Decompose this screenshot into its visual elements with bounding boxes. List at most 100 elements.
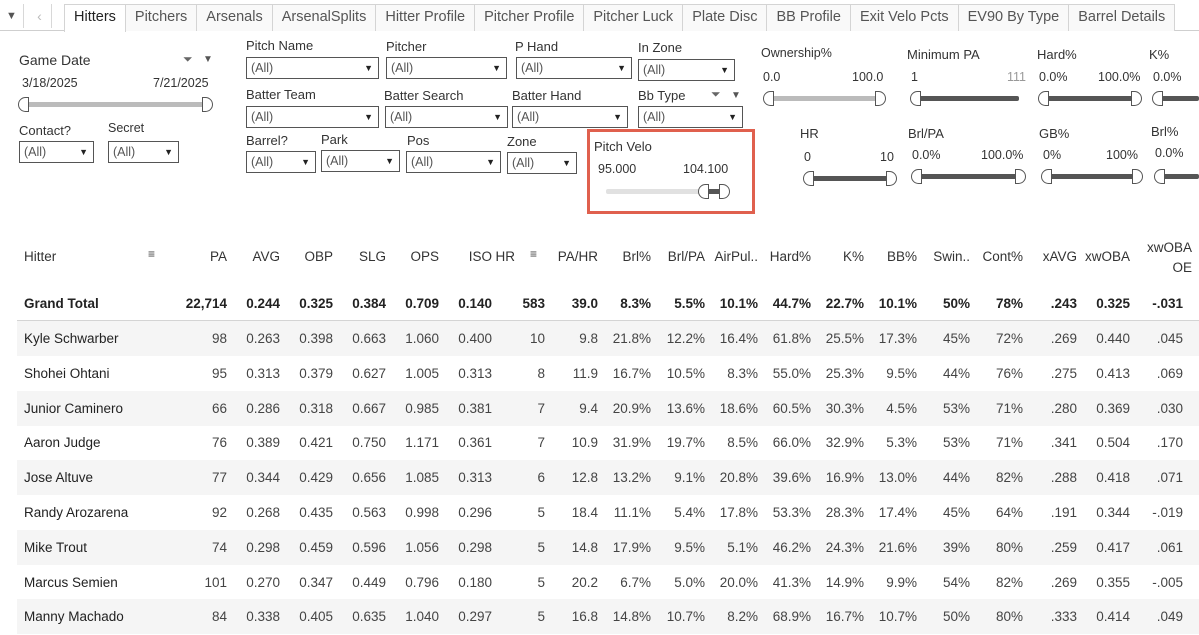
minimum-pa-slider-track[interactable] (916, 96, 1019, 101)
ownership-slider-min-handle[interactable] (763, 91, 774, 106)
table-cell: 0.361 (458, 435, 492, 451)
tab-ev90-by-type[interactable]: EV90 By Type (958, 4, 1070, 31)
secret-dropdown[interactable]: (All) ▼ (108, 141, 179, 163)
tab-bb-profile[interactable]: BB Profile (767, 4, 851, 31)
table-row[interactable]: Aaron Judge 76 0.389 0.421 0.750 1.171 0.361 7 1… (17, 425, 1199, 460)
column-header-cont-[interactable]: Cont% (982, 249, 1023, 264)
pitch-velo-slider-track[interactable] (606, 189, 706, 194)
hard-slider-max-handle[interactable] (1131, 91, 1142, 106)
table-row[interactable]: Mike Trout 74 0.298 0.459 0.596 1.056 0.298 5 14… (17, 529, 1199, 565)
filter-icon[interactable]: ⏷ (711, 87, 721, 101)
sort-icon[interactable]: ≡ (530, 247, 538, 261)
minimum-pa-slider-handle[interactable] (910, 91, 921, 106)
p-hand-dropdown[interactable]: (All) ▼ (516, 57, 632, 79)
contact-dropdown[interactable]: (All) ▼ (19, 141, 94, 163)
column-header-k-[interactable]: K% (842, 249, 864, 264)
column-header-xavg[interactable]: xAVG (1042, 249, 1077, 264)
ownership-slider-max-handle[interactable] (875, 91, 886, 106)
tab-barrel-details[interactable]: Barrel Details (1069, 4, 1176, 31)
park-dropdown[interactable]: (All) ▼ (321, 150, 400, 172)
column-header-hitter[interactable]: Hitter (24, 249, 57, 264)
hr-slider-max-handle[interactable] (886, 171, 897, 186)
table-row[interactable]: Junior Caminero 66 0.286 0.318 0.667 0.985 0.3… (17, 390, 1199, 426)
chevron-down-icon[interactable]: ▼ (731, 90, 741, 101)
table-row[interactable]: Kyle Schwarber 98 0.263 0.398 0.663 1.060 0.40… (17, 321, 1199, 356)
table-cell: 10 (529, 331, 545, 346)
zone-dropdown[interactable]: (All) ▼ (507, 152, 577, 174)
brl-pa-slider-min-handle[interactable] (911, 169, 922, 184)
pitch-name-dropdown[interactable]: (All) ▼ (246, 57, 379, 79)
tab-hitters[interactable]: Hitters (64, 4, 126, 32)
tab-prev-icon[interactable]: ‹ (28, 4, 52, 28)
game-date-slider-min-handle[interactable] (18, 97, 29, 112)
column-header-hr[interactable]: HR (495, 249, 516, 264)
hard-slider-track[interactable] (1044, 96, 1138, 101)
pos-dropdown[interactable]: (All) ▼ (406, 151, 501, 173)
hr-slider-track[interactable] (809, 176, 895, 181)
column-header-hard-[interactable]: Hard% (769, 249, 811, 264)
filter-icon[interactable]: ⏷ (183, 52, 193, 66)
tab-arsenalsplits[interactable]: ArsenalSplits (272, 4, 377, 31)
column-header-brl-[interactable]: Brl% (622, 249, 651, 264)
game-date-slider-max-handle[interactable] (202, 97, 213, 112)
column-header-bb-[interactable]: BB% (886, 249, 917, 264)
brl-pa-slider-max-handle[interactable] (1015, 169, 1026, 184)
tab-pitchers[interactable]: Pitchers (125, 4, 198, 31)
pitch-velo-slider-min-handle[interactable] (698, 184, 709, 199)
column-header-slg[interactable]: SLG (358, 249, 386, 264)
hr-slider-min-handle[interactable] (803, 171, 814, 186)
column-header-xwoba[interactable]: xwOBA (1084, 249, 1130, 264)
k-slider-min-handle[interactable] (1152, 91, 1163, 106)
gb-slider-max-handle[interactable] (1132, 169, 1143, 184)
column-header-airpul-[interactable]: AirPul.. (714, 249, 758, 264)
gb-slider-track[interactable] (1047, 174, 1139, 179)
tab-menu-icon[interactable]: ▼ (0, 4, 24, 28)
tab-arsenals[interactable]: Arsenals (197, 4, 273, 31)
column-header-obp[interactable]: OBP (304, 249, 333, 264)
brl-pa-slider-track[interactable] (917, 174, 1023, 179)
batter-team-dropdown[interactable]: (All) ▼ (246, 106, 379, 128)
grand-total-row[interactable]: Grand Total 22,714 0.244 0.325 0.384 0.709 0.1… (17, 286, 1199, 321)
column-header-pa[interactable]: PA (209, 249, 227, 264)
tab-exit-velo-pcts[interactable]: Exit Velo Pcts (850, 4, 959, 31)
pitcher-dropdown[interactable]: (All) ▼ (386, 57, 507, 79)
in-zone-dropdown[interactable]: (All) ▼ (638, 59, 735, 81)
gb-slider-min-handle[interactable] (1041, 169, 1052, 184)
game-date-slider-track[interactable] (24, 102, 208, 107)
table-row[interactable]: Randy Arozarena 92 0.268 0.435 0.563 0.998 0.2… (17, 495, 1199, 530)
column-header-swin-[interactable]: Swin.. (933, 249, 970, 264)
table-row[interactable]: Manny Machado 84 0.338 0.405 0.635 1.040 0.297… (17, 599, 1199, 635)
column-header-avg[interactable]: AVG (252, 249, 280, 264)
table-cell: 0.347 (299, 574, 333, 590)
sort-icon[interactable]: ≡ (148, 247, 156, 261)
table-row[interactable]: Jose Altuve 77 0.344 0.429 0.656 1.085 0.313 6 1… (17, 460, 1199, 496)
column-header-ops[interactable]: OPS (410, 249, 439, 264)
k-slider-track[interactable] (1158, 96, 1199, 101)
brl-slider-track[interactable] (1160, 174, 1199, 179)
ownership-slider-track[interactable] (769, 96, 880, 101)
barrel-dropdown[interactable]: (All) ▼ (246, 151, 316, 173)
tab-plate-disc[interactable]: Plate Disc (683, 4, 768, 31)
table-cell: .071 (1156, 470, 1183, 486)
chevron-down-icon: ▼ (385, 156, 394, 166)
column-header-pa-hr[interactable]: PA/HR (557, 249, 598, 264)
bb-type-dropdown[interactable]: (All) ▼ (638, 106, 743, 128)
chevron-down-icon[interactable]: ▼ (203, 54, 213, 65)
column-header-brl-pa[interactable]: Brl/PA (667, 249, 705, 264)
tab-pitcher-profile[interactable]: Pitcher Profile (475, 4, 585, 31)
column-header-iso[interactable]: ISO (468, 249, 492, 264)
column-header-xwoba-oe[interactable]: xwOBA OE (1134, 238, 1192, 278)
brl-slider-min-handle[interactable] (1154, 169, 1165, 184)
hard-slider-min-handle[interactable] (1038, 91, 1049, 106)
tab-pitcher-luck[interactable]: Pitcher Luck (584, 4, 684, 31)
batter-search-dropdown[interactable]: (All) ▼ (385, 106, 508, 128)
pitch-velo-slider-max-handle[interactable] (719, 184, 730, 199)
table-cell: 0.355 (1096, 574, 1130, 590)
pitch-velo-slider-range[interactable] (706, 189, 726, 194)
table-row[interactable]: Marcus Semien 101 0.270 0.347 0.449 0.796 0.18… (17, 565, 1199, 600)
batter-hand-dropdown[interactable]: (All) ▼ (512, 106, 628, 128)
table-cell: 5 (537, 539, 545, 555)
hitter-name-cell: Shohei Ohtani (24, 365, 110, 381)
tab-hitter-profile[interactable]: Hitter Profile (376, 4, 476, 31)
table-row[interactable]: Shohei Ohtani 95 0.313 0.379 0.627 1.005 0.313… (17, 356, 1199, 391)
